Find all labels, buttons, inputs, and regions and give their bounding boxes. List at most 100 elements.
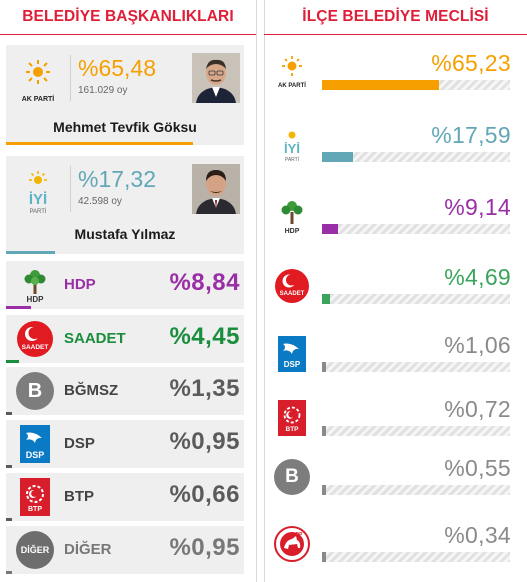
party-row-dsp[interactable]: DSP DSP %0,95 xyxy=(6,420,244,468)
svg-text:AK PARTİ: AK PARTİ xyxy=(278,82,306,89)
party-row-hdp[interactable]: HDP HDP %8,84 xyxy=(6,261,244,309)
btp-logo-icon: BTP xyxy=(274,400,310,436)
party-percentage: %8,84 xyxy=(169,269,240,296)
party-label: BĞMSZ xyxy=(64,382,119,399)
svg-text:HDP: HDP xyxy=(27,295,45,304)
card-separator xyxy=(70,55,71,101)
mayor-results-panel: BELEDİYE BAŞKANLIKLARI AK PARTİ %65,48 1… xyxy=(0,0,256,582)
panel-divider xyxy=(264,0,265,582)
council-bar-fill xyxy=(322,362,326,372)
council-bar-fill xyxy=(322,152,353,162)
party-share-bar xyxy=(6,306,31,309)
council-bar-track xyxy=(322,552,510,562)
council-bar-fill xyxy=(322,426,326,436)
council-percentage: %0,72 xyxy=(444,396,511,422)
council-title-underline xyxy=(264,34,527,35)
mayor-panel-title: BELEDİYE BAŞKANLIKLARI xyxy=(22,8,234,25)
council-row-dp[interactable]: DP %0,34 xyxy=(264,520,527,576)
candidate-photo xyxy=(192,53,240,103)
council-bar-track xyxy=(322,80,510,90)
council-percentage: %4,69 xyxy=(444,264,511,290)
candidate-card-iyiparti[interactable]: İYİ PARTİ %17,32 42.598 oy Mustafa Yılma… xyxy=(6,156,244,254)
party-percentage: %0,95 xyxy=(169,428,240,455)
svg-text:PARTİ: PARTİ xyxy=(29,208,46,215)
iyi-parti-logo-icon: İYİ PARTİ xyxy=(16,168,60,218)
candidate-name: Mustafa Yılmaz xyxy=(74,226,176,242)
hdp-logo-icon: HDP xyxy=(16,266,54,304)
svg-text:DP: DP xyxy=(296,532,304,538)
council-row-akparti[interactable]: AK PARTİ %65,23 xyxy=(264,48,527,104)
council-results-panel: İLÇE BELEDİYE MECLİSİ AK PARTİ %65,23 İY… xyxy=(264,0,527,582)
dp-logo-icon: DP xyxy=(274,526,310,562)
party-share-bar xyxy=(6,571,12,574)
party-row-btp[interactable]: BTP BTP %0,66 xyxy=(6,473,244,521)
council-row-hdp[interactable]: HDP %9,14 xyxy=(264,192,527,248)
council-percentage: %17,59 xyxy=(431,122,511,148)
dsp-logo-icon: DSP xyxy=(16,425,54,463)
candidate-percentage: %17,32 xyxy=(78,166,157,192)
bagimsiz-logo-icon: B xyxy=(274,459,310,495)
svg-text:BTP: BTP xyxy=(28,506,42,513)
council-bar-fill xyxy=(322,294,330,304)
party-row-saadet[interactable]: SAADET SAADET %4,45 xyxy=(6,315,244,363)
dsp-logo-icon: DSP xyxy=(274,336,310,372)
council-percentage: %9,14 xyxy=(444,194,511,220)
svg-text:SAADET: SAADET xyxy=(22,344,49,351)
council-bar-track xyxy=(322,426,510,436)
council-bar-fill xyxy=(322,224,338,234)
bagimsiz-logo-icon: B xyxy=(16,372,54,410)
panel-divider xyxy=(256,0,257,582)
council-percentage: %65,23 xyxy=(431,50,511,76)
party-row-diger[interactable]: DİĞER DİĞER %0,95 xyxy=(6,526,244,574)
party-percentage: %0,66 xyxy=(169,481,240,508)
council-row-saadet[interactable]: SAADET %4,69 xyxy=(264,262,527,318)
ak-parti-logo-icon: AK PARTİ xyxy=(274,54,310,90)
council-row-btp[interactable]: BTP %0,72 xyxy=(264,394,527,450)
council-bar-track xyxy=(322,224,510,234)
party-percentage: %0,95 xyxy=(169,534,240,561)
iyi-parti-logo-icon: İYİ PARTİ xyxy=(274,126,310,163)
candidate-share-bar xyxy=(6,251,55,254)
hdp-logo-icon: HDP xyxy=(274,198,310,235)
candidate-share-bar xyxy=(6,142,193,145)
ak-parti-logo-icon: AK PARTİ xyxy=(16,57,60,107)
party-label: HDP xyxy=(64,276,96,293)
svg-text:İYİ: İYİ xyxy=(284,141,300,156)
candidate-photo xyxy=(192,164,240,214)
council-bar-fill xyxy=(322,552,326,562)
party-row-bagimsiz[interactable]: B BĞMSZ %1,35 xyxy=(6,367,244,415)
council-bar-track xyxy=(322,362,510,372)
council-percentage: %0,34 xyxy=(444,522,511,548)
council-percentage: %1,06 xyxy=(444,332,511,358)
council-bar-fill xyxy=(322,80,439,90)
svg-text:HDP: HDP xyxy=(285,228,300,234)
party-percentage: %1,35 xyxy=(169,375,240,402)
candidate-votes: 161.029 oy xyxy=(78,85,128,96)
card-separator xyxy=(70,166,71,212)
council-row-bagimsiz[interactable]: B %0,55 xyxy=(264,453,527,509)
mayor-title-underline xyxy=(0,34,256,35)
candidate-votes: 42.598 oy xyxy=(78,196,122,207)
council-bar-track xyxy=(322,485,510,495)
council-percentage: %0,55 xyxy=(444,455,511,481)
party-percentage: %4,45 xyxy=(169,323,240,350)
council-bar-fill xyxy=(322,485,326,495)
council-row-iyiparti[interactable]: İYİ PARTİ %17,59 xyxy=(264,120,527,176)
council-row-dsp[interactable]: DSP %1,06 xyxy=(264,330,527,386)
party-label: DİĞER xyxy=(64,541,112,558)
svg-text:AK PARTİ: AK PARTİ xyxy=(22,95,55,103)
candidate-percentage: %65,48 xyxy=(78,55,157,81)
party-share-bar xyxy=(6,465,12,468)
svg-text:BTP: BTP xyxy=(286,426,300,433)
btp-logo-icon: BTP xyxy=(16,478,54,516)
party-share-bar xyxy=(6,412,12,415)
svg-text:DSP: DSP xyxy=(284,360,301,369)
council-bar-track xyxy=(322,152,510,162)
party-label: SAADET xyxy=(64,330,126,347)
party-share-bar xyxy=(6,518,12,521)
council-bar-track xyxy=(322,294,510,304)
candidate-card-akparti[interactable]: AK PARTİ %65,48 161.029 oy Mehmet Tevfik… xyxy=(6,45,244,145)
svg-text:PARTİ: PARTİ xyxy=(285,156,299,162)
candidate-name: Mehmet Tevfik Göksu xyxy=(53,119,197,135)
party-share-bar xyxy=(6,360,19,363)
